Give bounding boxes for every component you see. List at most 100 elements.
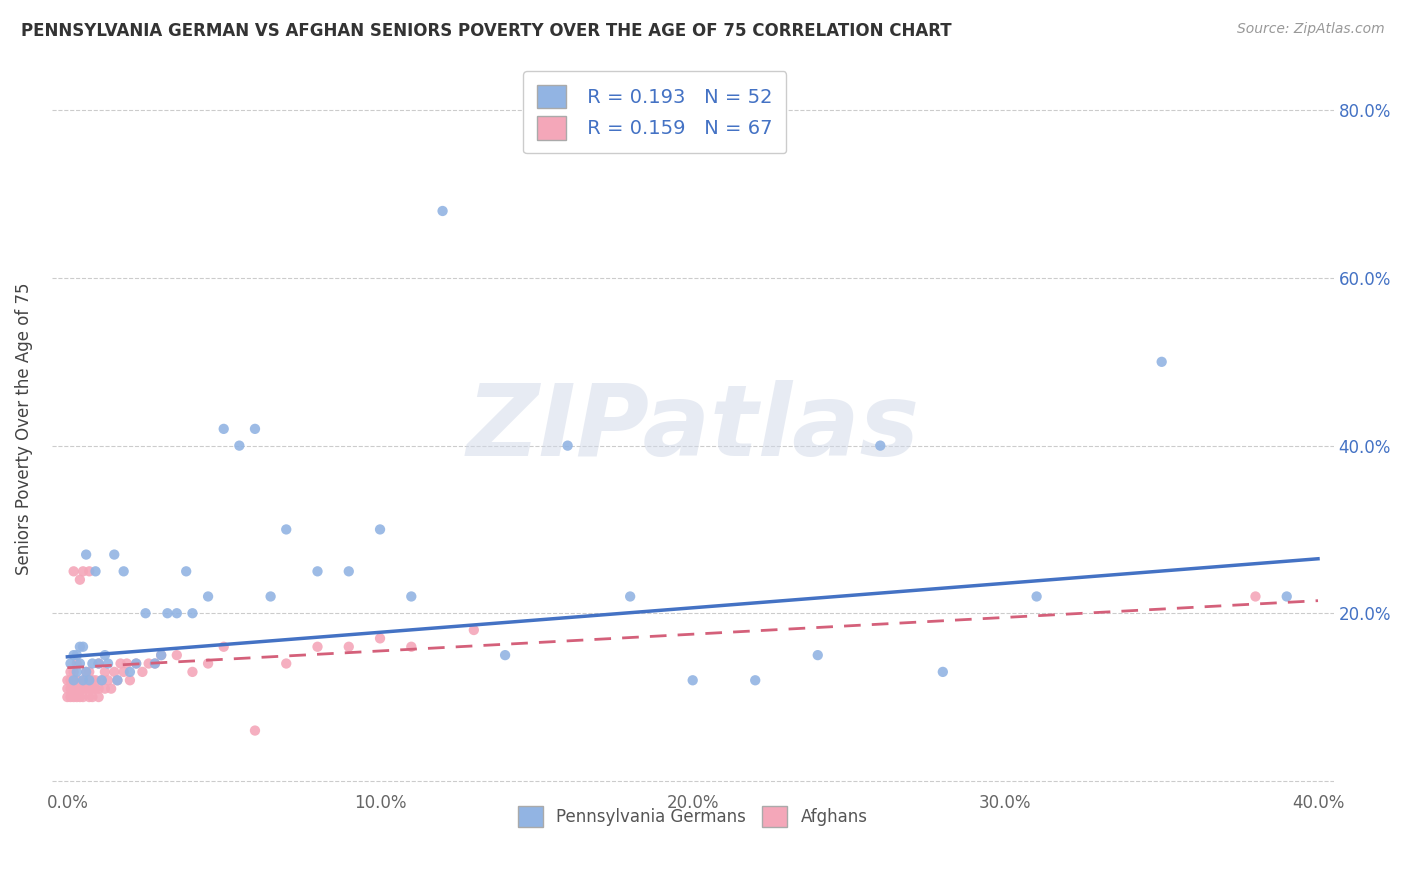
Point [69, 640, 91, 654]
Point [212, 422, 235, 436]
Point [72, 681, 94, 696]
Point [744, 673, 766, 688]
Point [87, 681, 110, 696]
Point [59, 673, 82, 688]
Point [1275, 590, 1298, 604]
Point [69, 681, 91, 696]
Point [94, 665, 117, 679]
Point [66, 673, 89, 688]
Point [118, 673, 141, 688]
Point [276, 523, 298, 537]
Point [97, 657, 120, 671]
Point [90, 673, 112, 688]
Point [619, 590, 641, 604]
Point [62, 690, 84, 704]
Point [77, 681, 100, 696]
Point [181, 606, 204, 620]
Point [150, 648, 173, 662]
Text: Source: ZipAtlas.com: Source: ZipAtlas.com [1237, 22, 1385, 37]
Point [1025, 590, 1047, 604]
Point [869, 439, 891, 453]
Point [131, 665, 153, 679]
Point [932, 665, 955, 679]
Point [197, 590, 219, 604]
Point [87, 657, 110, 671]
Point [494, 648, 516, 662]
Point [82, 681, 104, 696]
Point [807, 648, 830, 662]
Point [243, 422, 266, 436]
Point [75, 665, 97, 679]
Point [125, 657, 148, 671]
Point [72, 640, 94, 654]
Point [72, 673, 94, 688]
Point [401, 590, 423, 604]
Point [87, 690, 110, 704]
Point [62, 665, 84, 679]
Point [228, 439, 250, 453]
Point [97, 673, 120, 688]
Point [75, 681, 97, 696]
Point [463, 623, 485, 637]
Point [66, 648, 89, 662]
Point [107, 673, 129, 688]
Point [62, 673, 84, 688]
Point [135, 606, 157, 620]
Point [90, 673, 112, 688]
Point [72, 565, 94, 579]
Point [56, 690, 79, 704]
Point [62, 565, 84, 579]
Point [82, 657, 104, 671]
Point [62, 681, 84, 696]
Point [197, 657, 219, 671]
Point [166, 648, 188, 662]
Point [72, 690, 94, 704]
Point [112, 665, 135, 679]
Point [243, 723, 266, 738]
Point [84, 673, 107, 688]
Point [62, 673, 84, 688]
Point [77, 673, 100, 688]
Point [66, 657, 89, 671]
Point [166, 606, 188, 620]
Point [59, 690, 82, 704]
Point [59, 657, 82, 671]
Point [69, 573, 91, 587]
Point [77, 565, 100, 579]
Point [432, 204, 454, 219]
Point [125, 657, 148, 671]
Point [56, 681, 79, 696]
Point [682, 673, 704, 688]
Point [115, 657, 138, 671]
Point [107, 673, 129, 688]
Point [156, 606, 179, 620]
Point [75, 673, 97, 688]
Point [212, 640, 235, 654]
Point [59, 681, 82, 696]
Point [66, 665, 89, 679]
Point [100, 681, 122, 696]
Legend: Pennsylvania Germans, Afghans: Pennsylvania Germans, Afghans [509, 798, 876, 835]
Point [259, 590, 281, 604]
Point [143, 657, 166, 671]
Point [368, 523, 391, 537]
Point [307, 565, 329, 579]
Point [75, 548, 97, 562]
Point [557, 439, 579, 453]
Point [118, 665, 141, 679]
Point [84, 681, 107, 696]
Point [138, 657, 160, 671]
Point [368, 632, 391, 646]
Point [72, 673, 94, 688]
Point [59, 665, 82, 679]
Text: PENNSYLVANIA GERMAN VS AFGHAN SENIORS POVERTY OVER THE AGE OF 75 CORRELATION CHA: PENNSYLVANIA GERMAN VS AFGHAN SENIORS PO… [21, 22, 952, 40]
Point [66, 681, 89, 696]
Point [337, 640, 360, 654]
Point [84, 565, 107, 579]
Point [56, 673, 79, 688]
Point [77, 673, 100, 688]
Point [276, 657, 298, 671]
Point [112, 565, 135, 579]
Point [82, 673, 104, 688]
Point [82, 690, 104, 704]
